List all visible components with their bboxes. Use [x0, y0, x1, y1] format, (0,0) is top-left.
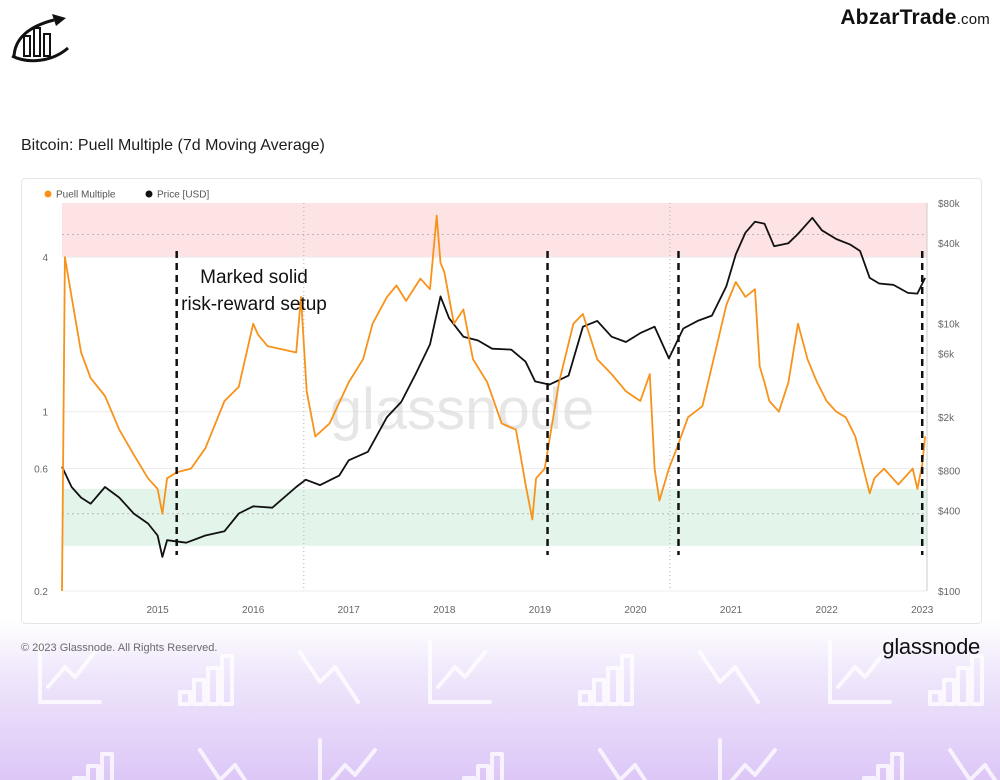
y-right-tick-label: $40k	[938, 239, 961, 250]
trend-down-icon	[298, 650, 360, 704]
legend-marker	[145, 190, 153, 198]
brand-logo-text: AbzarTrade.com	[840, 6, 990, 30]
bar-chart-icon	[462, 776, 476, 780]
annotation-text: risk-reward setup	[181, 294, 327, 315]
bar-chart-icon	[178, 690, 192, 706]
bar-chart-icon	[862, 776, 876, 780]
trend-down-icon	[198, 748, 248, 780]
top-zone-band	[62, 203, 927, 258]
x-tick-label: 2017	[338, 605, 361, 616]
x-tick-label: 2019	[529, 605, 552, 616]
bar-chart-icon	[220, 654, 234, 706]
x-tick-label: 2015	[146, 605, 169, 616]
brand-domain: .com	[956, 11, 990, 28]
logo-icon	[11, 14, 69, 63]
legend-label: Puell Multiple	[56, 190, 116, 201]
bar-chart-icon	[606, 666, 620, 706]
y-right-tick-label: $6k	[938, 349, 955, 360]
annotation-text: Marked solid	[200, 267, 308, 288]
bar-chart-icon	[942, 678, 956, 706]
bar-chart-icon	[956, 666, 970, 706]
y-right-tick-label: $100	[938, 587, 961, 598]
bar-chart-icon	[928, 690, 942, 706]
y-left-tick-label: 1	[42, 408, 48, 419]
bar-chart-icon	[876, 764, 890, 780]
x-tick-label: 2018	[433, 605, 456, 616]
bar-chart-icon	[890, 752, 904, 780]
copyright: © 2023 Glassnode. All Rights Reserved.	[21, 642, 218, 654]
bar-chart-icon	[206, 666, 220, 706]
x-tick-label: 2016	[242, 605, 265, 616]
bottom-zone-band	[62, 488, 927, 546]
legend-label: Price [USD]	[157, 190, 209, 201]
bar-chart-icon	[476, 764, 490, 780]
trend-down-icon	[598, 748, 648, 780]
puell-multiple-line	[61, 214, 926, 592]
line-chart-icon	[318, 738, 377, 780]
y-right-tick-label: $80k	[938, 199, 961, 210]
chart-title: Bitcoin: Puell Multiple (7d Moving Avera…	[21, 137, 325, 154]
footer-brand: glassnode	[882, 634, 980, 659]
bar-chart-icon	[100, 752, 114, 780]
trend-down-icon	[698, 650, 760, 704]
line-chart-icon	[38, 640, 102, 704]
x-tick-label: 2023	[911, 605, 934, 616]
bar-chart-icon	[592, 678, 606, 706]
brand-main: AbzarTrade	[840, 6, 957, 29]
y-right-tick-label: $2k	[938, 413, 955, 424]
line-chart-icon	[428, 640, 492, 704]
line-chart-icon	[718, 738, 777, 780]
bar-chart-icon	[620, 654, 634, 706]
x-tick-label: 2020	[624, 605, 647, 616]
legend-marker	[44, 190, 52, 198]
y-right-tick-label: $800	[938, 466, 961, 477]
decorative-chart-icons	[38, 640, 998, 780]
y-left-tick-label: 0.2	[34, 587, 48, 598]
bar-chart-icon	[970, 654, 984, 706]
bar-chart-icon	[578, 690, 592, 706]
y-left-tick-label: 4	[42, 253, 48, 264]
line-chart-icon	[828, 640, 892, 704]
bar-chart-icon	[72, 776, 86, 780]
bar-chart-icon	[86, 764, 100, 780]
trend-down-icon	[948, 748, 998, 780]
x-tick-label: 2021	[720, 605, 743, 616]
price-line	[61, 216, 926, 558]
bar-chart-icon	[490, 752, 504, 780]
chart-frame: glassnode Marked solid risk-reward setup 0.…	[21, 178, 982, 624]
y-right-tick-label: $400	[938, 507, 961, 518]
bar-chart-icon	[192, 678, 206, 706]
y-left-tick-label: 0.6	[34, 465, 48, 476]
x-tick-label: 2022	[816, 605, 839, 616]
y-right-tick-label: $10k	[938, 320, 961, 331]
